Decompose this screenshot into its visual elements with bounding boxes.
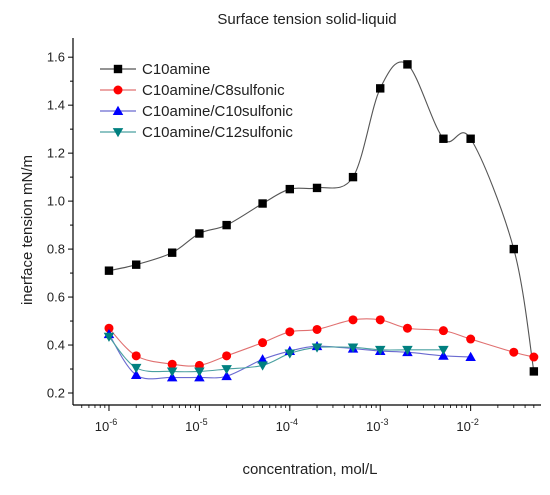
data-point: [374, 345, 386, 356]
y-tick-label: 1.2: [47, 146, 65, 161]
data-point: [347, 343, 359, 353]
data-point: [258, 199, 267, 208]
data-point: [222, 220, 231, 230]
legend-entry-label: C10amine/C10sulfonic: [142, 103, 293, 120]
data-point: [348, 315, 358, 325]
data-point: [131, 260, 141, 269]
data-point: [222, 351, 232, 361]
x-tick-label: 10-6: [95, 417, 117, 434]
data-point: [130, 363, 142, 374]
legend-marker: [112, 128, 124, 138]
y-axis-label: inerface tension mN/m: [19, 155, 36, 305]
data-point: [466, 134, 475, 143]
data-point: [312, 183, 322, 193]
data-point: [438, 350, 449, 360]
legend-entry-label: C10amine: [142, 61, 210, 78]
plot-frame: [72, 38, 541, 406]
legend: C10amine C10amine/C8sulfonic C10amine/C10s…: [100, 61, 293, 141]
data-point: [258, 338, 268, 348]
data-point: [103, 332, 115, 342]
data-point: [375, 315, 385, 325]
y-tick-label: 0.2: [47, 386, 65, 401]
data-point: [166, 372, 178, 382]
data-point: [312, 324, 322, 334]
data-point: [167, 359, 177, 369]
x-tick-label: 10-4: [276, 417, 298, 434]
data-point: [104, 323, 114, 333]
y-axis: 0.2 0.4 0.6 0.8 1.0 1.2 1.4 1.6: [47, 50, 73, 401]
data-point: [403, 60, 412, 69]
y-tick-label: 1.4: [47, 98, 65, 113]
data-point: [195, 229, 204, 238]
data-point: [438, 326, 448, 336]
y-tick-label: 0.6: [47, 290, 65, 305]
data-point: [284, 349, 296, 359]
data-point: [257, 361, 268, 371]
data-point: [285, 184, 295, 194]
data-point: [194, 367, 205, 377]
legend-marker: [112, 105, 124, 115]
x-tick-label: 10-3: [366, 417, 388, 434]
data-point: [509, 347, 519, 357]
data-point: [221, 365, 232, 375]
data-point: [465, 351, 476, 361]
x-axis: 10-6 10-5 10-4 10-3 10-2: [81, 405, 535, 434]
data-point: [194, 372, 205, 382]
legend-entry-label: C10amine/C12sulfonic: [142, 124, 293, 141]
data-point: [131, 351, 141, 361]
y-tick-label: 0.8: [47, 242, 65, 257]
data-point: [104, 266, 114, 275]
x-axis-label: concentration, mol/L: [242, 461, 377, 478]
y-tick-label: 1.0: [47, 194, 65, 209]
legend-marker: [113, 64, 123, 74]
data-point: [466, 334, 476, 344]
x-tick-label: 10-2: [456, 417, 478, 434]
data-point: [348, 172, 358, 182]
y-tick-label: 0.4: [47, 338, 65, 353]
legend-marker: [113, 85, 123, 95]
data-point: [529, 367, 539, 376]
series-markers: [103, 60, 539, 382]
data-point: [509, 244, 518, 254]
data-point: [166, 367, 178, 377]
x-tick-label: 10-5: [185, 417, 207, 434]
data-point: [438, 345, 449, 356]
legend-entry-label: C10amine/C8sulfonic: [142, 82, 285, 99]
data-point: [376, 84, 385, 93]
data-point: [311, 343, 323, 353]
chart-title: Surface tension solid-liquid: [217, 11, 396, 28]
data-point: [402, 323, 412, 333]
data-point: [402, 345, 413, 356]
data-point: [529, 352, 539, 362]
data-point: [167, 248, 177, 257]
data-point: [285, 327, 295, 337]
data-point: [130, 369, 142, 379]
y-tick-label: 1.6: [47, 50, 65, 65]
data-point: [257, 354, 268, 364]
data-point: [439, 134, 448, 143]
data-point: [221, 370, 232, 381]
